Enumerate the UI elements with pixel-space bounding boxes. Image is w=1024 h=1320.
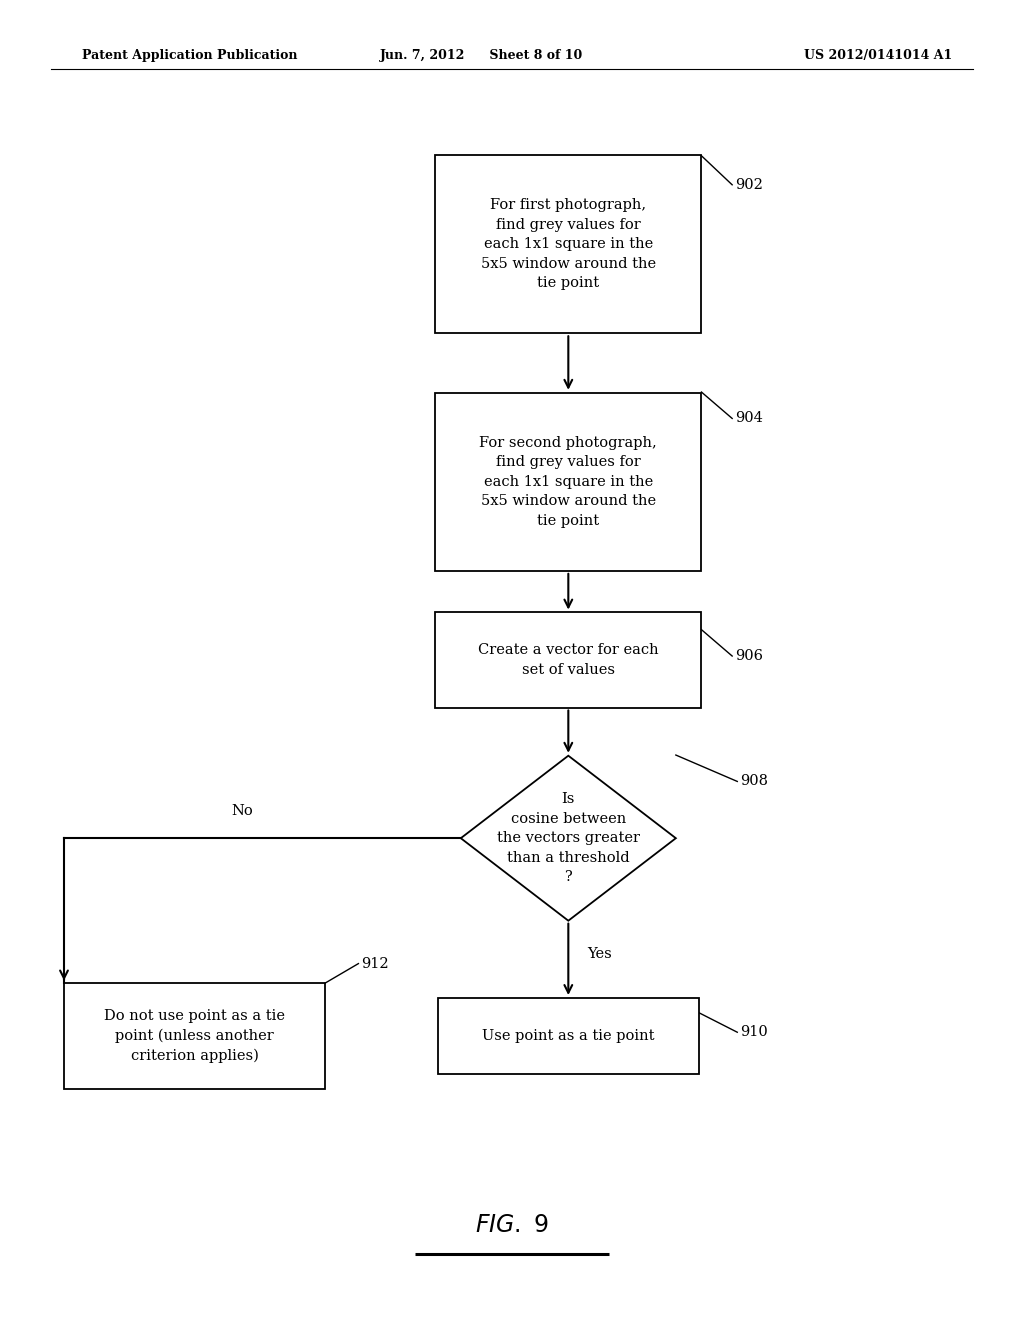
Text: 902: 902: [735, 178, 763, 191]
Text: No: No: [231, 804, 253, 818]
Polygon shape: [461, 755, 676, 921]
FancyBboxPatch shape: [438, 998, 699, 1074]
FancyBboxPatch shape: [435, 393, 701, 570]
Text: 912: 912: [361, 957, 389, 970]
Text: US 2012/0141014 A1: US 2012/0141014 A1: [804, 49, 952, 62]
Text: 908: 908: [740, 775, 768, 788]
Text: 910: 910: [740, 1026, 768, 1039]
Text: Is
cosine between
the vectors greater
than a threshold
?: Is cosine between the vectors greater th…: [497, 792, 640, 884]
Text: Jun. 7, 2012  Sheet 8 of 10: Jun. 7, 2012 Sheet 8 of 10: [380, 49, 583, 62]
FancyBboxPatch shape: [435, 612, 701, 708]
Text: For first photograph,
find grey values for
each 1x1 square in the
5x5 window aro: For first photograph, find grey values f…: [480, 198, 656, 290]
Text: 904: 904: [735, 412, 763, 425]
Text: Do not use point as a tie
point (unless another
criterion applies): Do not use point as a tie point (unless …: [104, 1008, 285, 1064]
Text: Patent Application Publication: Patent Application Publication: [82, 49, 297, 62]
Text: Use point as a tie point: Use point as a tie point: [482, 1030, 654, 1043]
Text: $\it{FIG.\ 9}$: $\it{FIG.\ 9}$: [475, 1213, 549, 1237]
Text: For second photograph,
find grey values for
each 1x1 square in the
5x5 window ar: For second photograph, find grey values …: [479, 436, 657, 528]
FancyBboxPatch shape: [63, 983, 326, 1089]
FancyBboxPatch shape: [435, 156, 701, 334]
Text: 906: 906: [735, 649, 763, 663]
Text: Yes: Yes: [587, 946, 611, 961]
Text: Create a vector for each
set of values: Create a vector for each set of values: [478, 643, 658, 677]
